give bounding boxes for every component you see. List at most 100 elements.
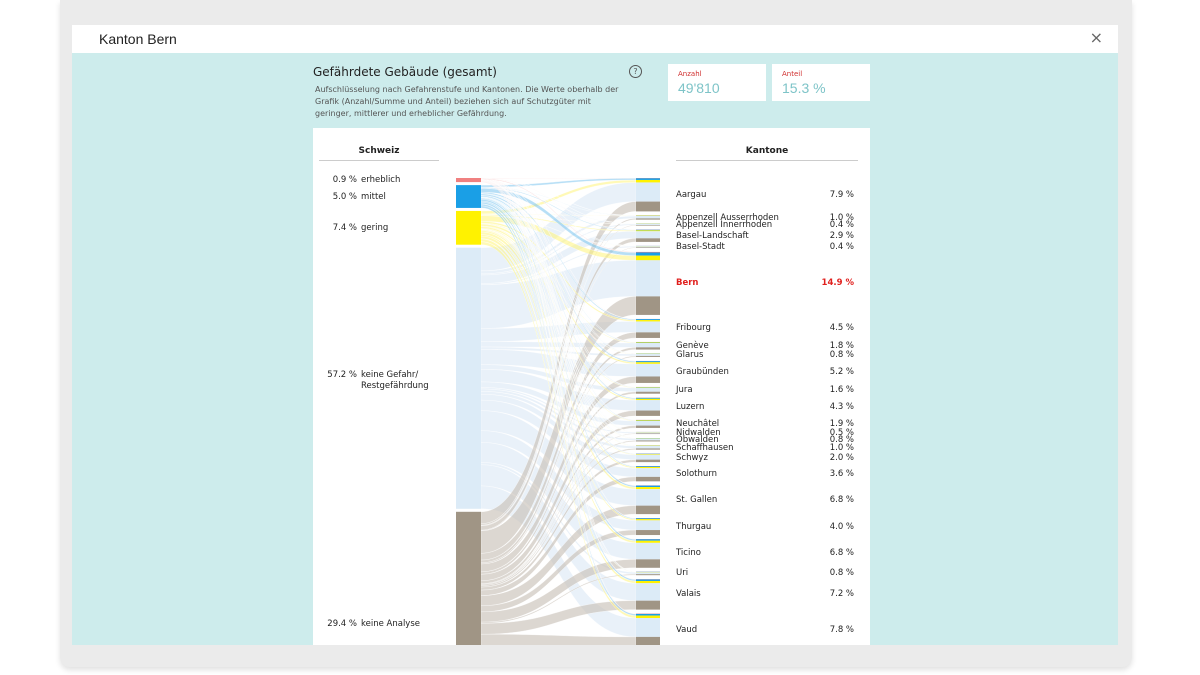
sankey-link-keine_analyse-obwalden	[480, 440, 637, 586]
canton-pct: 4.5 %	[829, 323, 854, 334]
canton-node-nidwalden[interactable]	[636, 431, 660, 435]
help-icon[interactable]: ?	[629, 65, 642, 78]
canton-node-uri[interactable]	[636, 571, 660, 576]
canton-segment-keine_analyse	[636, 238, 660, 242]
canton-pct: 1.9 %	[829, 418, 854, 429]
canton-pct: 1.0 %	[829, 442, 854, 453]
sankey-link-keine_analyse-valais	[480, 600, 637, 635]
canton-node-solothurn[interactable]	[636, 466, 660, 482]
canton-node-fribourg[interactable]	[636, 318, 660, 338]
canton-name[interactable]: Solothurn	[676, 468, 717, 479]
canton-segment-keine_gefahr	[636, 231, 660, 239]
canton-pct: 0.8 %	[829, 434, 854, 445]
canton-name[interactable]: Vaud	[676, 625, 698, 636]
canton-segment-keine_analyse	[636, 476, 660, 482]
canton-node-jura[interactable]	[636, 386, 660, 394]
source-label-keine_analyse: keine Analyse	[361, 619, 420, 629]
canton-segment-keine_analyse	[636, 559, 660, 568]
canton-node-gen-ve[interactable]	[636, 341, 660, 350]
source-label-mittel: mittel	[361, 191, 386, 202]
canton-node-vaud[interactable]	[636, 613, 660, 645]
canton-node-aargau[interactable]	[636, 178, 660, 212]
source-pct-erheblich: 0.9 %	[332, 175, 357, 186]
canton-name[interactable]: Nidwalden	[676, 427, 721, 438]
canton-pct: 0.5 %	[829, 427, 854, 438]
sankey-link-keine_analyse-basel-landschaft	[480, 238, 637, 531]
canton-name[interactable]: Genève	[676, 340, 709, 351]
canton-name[interactable]: Basel-Landschaft	[676, 230, 749, 241]
close-icon[interactable]: ×	[1089, 28, 1103, 47]
source-node-mittel[interactable]	[456, 185, 481, 208]
source-node-keine_gefahr[interactable]	[456, 247, 481, 509]
source-label-erheblich: erheblich	[361, 175, 401, 186]
canton-segment-keine_gefahr	[636, 363, 660, 377]
canton-name[interactable]: Valais	[676, 589, 701, 600]
canton-segment-keine_analyse	[636, 347, 660, 350]
sankey-link-keine_analyse-ticino	[480, 559, 637, 623]
canton-name[interactable]: Basel-Stadt	[676, 241, 725, 252]
canton-segment-keine_gefahr	[636, 454, 660, 460]
canton-node-schaffhausen[interactable]	[636, 445, 660, 450]
canton-pct: 0.8 %	[829, 568, 854, 579]
source-node-erheblich[interactable]	[456, 178, 481, 183]
sankey-link-keine_analyse-schwyz	[480, 459, 637, 591]
sankey-chart-panel: Schweiz Kantone 0.9 % erheblich 5.0 % mitte…	[313, 128, 870, 645]
canton-name[interactable]: Appenzell Ausserrhoden	[676, 212, 779, 223]
canton-node-bern[interactable]	[636, 251, 660, 315]
canton-segment-keine_analyse	[636, 505, 660, 515]
count-stat-value: 49'810	[678, 80, 720, 96]
canton-segment-keine_analyse	[636, 574, 660, 576]
canton-node-st-gallen[interactable]	[636, 485, 660, 515]
canton-pct: 5.2 %	[829, 366, 854, 377]
canton-name[interactable]: Schwyz	[676, 452, 708, 463]
canton-name[interactable]: Bern	[676, 278, 699, 289]
panel-title: Gefährdete Gebäude (gesamt)	[313, 65, 497, 79]
canton-node-neuch-tel[interactable]	[636, 419, 660, 428]
right-column-title: Kantone	[745, 146, 789, 156]
canton-node-thurgau[interactable]	[636, 518, 660, 536]
canton-node-appenzell-innerrhoden[interactable]	[636, 223, 660, 226]
canton-node-basel-stadt[interactable]	[636, 245, 660, 248]
canton-node-schwyz[interactable]	[636, 453, 660, 463]
canton-segment-gering	[636, 179, 660, 183]
canton-pct: 3.6 %	[829, 468, 854, 479]
canton-node-basel-landschaft[interactable]	[636, 229, 660, 242]
share-stat-label: Anteil	[782, 70, 803, 78]
canton-name[interactable]: Uri	[676, 568, 689, 579]
canton-node-glarus[interactable]	[636, 353, 660, 357]
canton-name[interactable]: Aargau	[676, 189, 707, 200]
canton-name[interactable]: Jura	[676, 385, 693, 396]
canton-name[interactable]: Neuchâtel	[676, 418, 720, 429]
canton-name[interactable]: Obwalden	[676, 434, 719, 445]
source-node-gering[interactable]	[456, 210, 481, 245]
canton-segment-gering	[636, 387, 660, 388]
canton-segment-keine_gefahr	[636, 489, 660, 506]
canton-name[interactable]: Graubünden	[676, 366, 729, 377]
canton-name[interactable]: Fribourg	[676, 323, 711, 334]
source-node-keine_analyse[interactable]	[456, 511, 481, 645]
canton-node-ticino[interactable]	[636, 539, 660, 568]
canton-segment-keine_analyse	[636, 433, 660, 435]
canton-name[interactable]: Ticino	[676, 548, 701, 559]
canton-pct: 4.3 %	[829, 401, 854, 412]
canton-segment-mittel	[636, 485, 660, 488]
canton-name[interactable]: St. Gallen	[676, 494, 718, 505]
canton-segment-mittel	[636, 361, 660, 363]
canton-node-valais[interactable]	[636, 579, 660, 610]
canton-segment-keine_gefahr	[636, 223, 660, 226]
canton-name[interactable]: Schaffhausen	[676, 442, 734, 453]
canton-node-obwalden[interactable]	[636, 438, 660, 442]
canton-name[interactable]: Thurgau	[676, 521, 712, 532]
canton-segment-keine_gefahr	[636, 387, 660, 392]
canton-node-luzern[interactable]	[636, 397, 660, 416]
canton-segment-mittel	[636, 539, 660, 541]
canton-name[interactable]: Luzern	[676, 401, 705, 412]
canton-pct: 6.8 %	[829, 494, 854, 505]
canton-node-graub-nden[interactable]	[636, 360, 660, 383]
canton-segment-keine_gefahr	[636, 583, 660, 601]
canton-name[interactable]: Appenzell Innerrhoden	[676, 219, 773, 230]
canton-name[interactable]: Glarus	[676, 350, 704, 361]
left-column-title: Schweiz	[358, 146, 400, 156]
canton-node-appenzell-ausserrhoden[interactable]	[636, 215, 660, 220]
canton-segment-gering	[636, 230, 660, 232]
